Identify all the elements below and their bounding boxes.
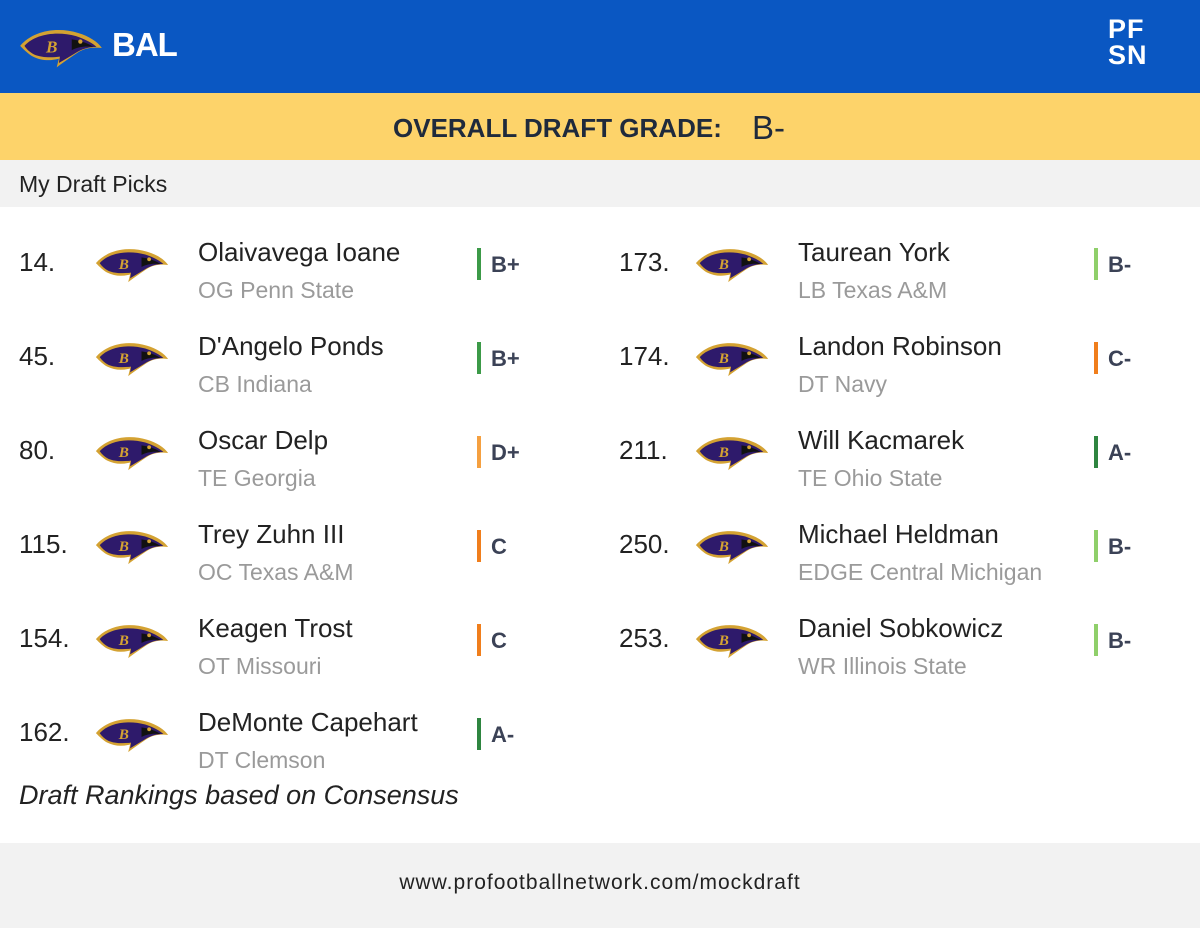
player-name: Keagen Trost	[198, 613, 353, 643]
grade-bar	[1094, 530, 1098, 562]
pick-number: 253.	[619, 623, 670, 653]
player-name: Daniel Sobkowicz	[798, 613, 1004, 643]
player-grade: B-	[1108, 252, 1132, 277]
footnote: Draft Rankings based on Consensus	[19, 780, 459, 810]
grade-label: OVERALL DRAFT GRADE:	[393, 113, 722, 143]
grade-bar	[477, 718, 481, 750]
player-name: Michael Heldman	[798, 519, 999, 549]
player-grade: C	[491, 534, 507, 559]
pick-number: 173.	[619, 247, 670, 277]
section-title: My Draft Picks	[19, 171, 168, 197]
player-detail: EDGE Central Michigan	[798, 559, 1043, 585]
pick-number: 162.	[19, 717, 70, 747]
grade-bar	[1094, 624, 1098, 656]
player-name: Taurean York	[798, 237, 950, 267]
team-logo	[18, 24, 104, 72]
grade-bar	[477, 342, 481, 374]
team-logo	[694, 620, 770, 662]
grade-bar	[477, 248, 481, 280]
team-logo	[94, 620, 170, 662]
player-grade: B-	[1108, 534, 1132, 559]
player-name: Oscar Delp	[198, 425, 329, 455]
grade-bar	[1094, 436, 1098, 468]
player-grade: C-	[1108, 346, 1132, 371]
team-logo	[94, 338, 170, 380]
player-name: Landon Robinson	[798, 331, 1002, 361]
team-logo	[94, 244, 170, 286]
player-name: Trey Zuhn III	[198, 519, 345, 549]
grade-bar	[477, 530, 481, 562]
player-grade: C	[491, 628, 507, 653]
player-detail: DT Navy	[798, 371, 888, 397]
player-detail: TE Georgia	[198, 465, 316, 491]
player-detail: DT Clemson	[198, 747, 326, 773]
pick-number: 211.	[619, 435, 668, 465]
player-detail: OG Penn State	[198, 277, 354, 303]
team-abbr: BAL	[112, 26, 178, 63]
pick-number: 174.	[619, 341, 670, 371]
header	[0, 0, 1200, 93]
footer-url: www.profootballnetwork.com/mockdraft	[399, 871, 801, 894]
grade-banner	[0, 93, 1200, 160]
player-grade: A-	[1108, 440, 1132, 465]
team-logo	[94, 432, 170, 474]
player-name: DeMonte Capehart	[198, 707, 418, 737]
player-grade: D+	[491, 440, 520, 465]
footer	[0, 843, 1200, 928]
team-logo	[94, 526, 170, 568]
grade-bar	[477, 436, 481, 468]
player-detail: OC Texas A&M	[198, 559, 354, 585]
pick-number: 80.	[19, 435, 56, 465]
player-name: Will Kacmarek	[798, 425, 965, 455]
team-logo	[694, 526, 770, 568]
team-logo	[694, 432, 770, 474]
pick-number: 250.	[619, 529, 670, 559]
brand-logo: PF	[1108, 14, 1145, 44]
pick-number: 45.	[19, 341, 56, 371]
pick-number: 154.	[19, 623, 70, 653]
team-logo	[94, 714, 170, 756]
team-logo	[694, 338, 770, 380]
grade-bar	[477, 624, 481, 656]
player-name: Olaivavega Ioane	[198, 237, 401, 267]
player-grade: A-	[491, 722, 515, 747]
player-grade: B+	[491, 252, 520, 277]
player-detail: LB Texas A&M	[798, 277, 948, 303]
player-detail: TE Ohio State	[798, 465, 943, 491]
pick-number: 115.	[19, 529, 68, 559]
player-name: D'Angelo Ponds	[198, 331, 384, 361]
grade-bar	[1094, 248, 1098, 280]
player-grade: B+	[491, 346, 520, 371]
pick-number: 14.	[19, 247, 56, 277]
grade-bar	[1094, 342, 1098, 374]
player-grade: B-	[1108, 628, 1132, 653]
team-logo	[694, 244, 770, 286]
player-detail: OT Missouri	[198, 653, 322, 679]
player-detail: WR Illinois State	[798, 653, 967, 679]
overall-grade: B-	[752, 109, 785, 146]
section-band	[0, 160, 1200, 207]
player-detail: CB Indiana	[198, 371, 312, 397]
brand-logo: SN	[1108, 40, 1148, 70]
